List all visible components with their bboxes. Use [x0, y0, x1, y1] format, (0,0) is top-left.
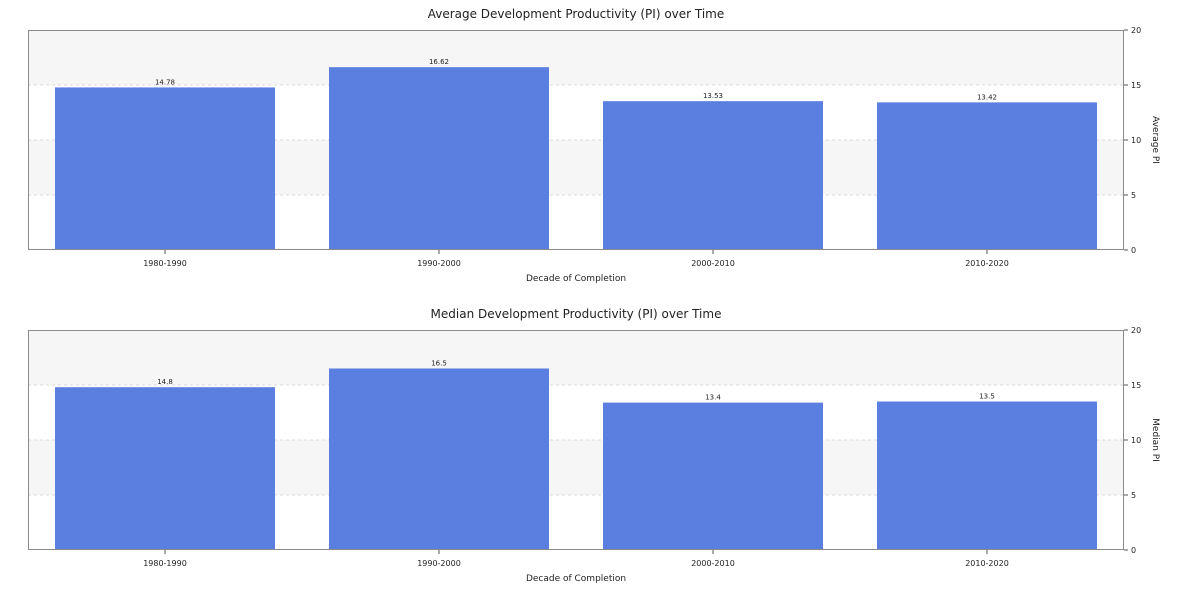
bar-1990-2000 [329, 368, 549, 550]
data-label: 16.62 [429, 58, 449, 66]
average-pi-chart-svg: 14.78 1980-1990 16.62 1990-2000 13.53 2000-20… [28, 7, 1160, 284]
y-tick-label: 5 [1131, 191, 1136, 200]
x-tick-label: 1980-1990 [143, 259, 187, 268]
bar-1980-1990 [55, 87, 275, 250]
data-label: 13.42 [977, 93, 997, 101]
x-tick-label: 1980-1990 [143, 559, 187, 568]
y-tick-label: 10 [1131, 136, 1141, 145]
x-tick-label: 1990-2000 [417, 559, 461, 568]
data-label: 13.5 [979, 393, 995, 401]
bar-1990-2000 [329, 67, 549, 251]
y-tick-label: 15 [1131, 81, 1141, 90]
x-tick-label: 2000-2010 [691, 559, 735, 568]
data-label: 14.78 [155, 78, 175, 86]
y-tick-label: 15 [1131, 381, 1141, 390]
y-tick-label: 0 [1131, 246, 1136, 255]
bar-2000-2010 [603, 402, 823, 550]
plot-frame [28, 30, 1124, 250]
x-tick-label: 2010-2020 [965, 559, 1009, 568]
median-pi-chart-svg: 14.8 1980-1990 16.5 1990-2000 13.4 2000-2010 1… [28, 307, 1160, 584]
plot-frame [28, 330, 1124, 550]
x-axis-label: Decade of Completion [526, 274, 626, 284]
y-tick-label: 10 [1131, 436, 1141, 445]
grid-band [28, 30, 1124, 85]
data-label: 13.53 [703, 92, 723, 100]
x-axis-label: Decade of Completion [526, 574, 626, 584]
chart-title: Average Development Productivity (PI) ov… [428, 7, 725, 21]
y-axis-label: Median PI [1150, 418, 1160, 462]
y-tick-label: 20 [1131, 326, 1141, 335]
grid-band [28, 330, 1124, 385]
y-tick-label: 20 [1131, 26, 1141, 35]
bar-2010-2020 [877, 102, 1097, 250]
y-tick-label: 0 [1131, 546, 1136, 555]
data-label: 16.5 [431, 360, 447, 368]
bar-1980-1990 [55, 387, 275, 550]
data-label: 13.4 [705, 394, 721, 402]
y-axis-label: Average PI [1150, 116, 1160, 164]
bar-2000-2010 [603, 101, 823, 250]
x-tick-label: 2000-2010 [691, 259, 735, 268]
y-tick-label: 5 [1131, 491, 1136, 500]
chart-title: Median Development Productivity (PI) ove… [431, 307, 722, 321]
average-pi-chart: 14.78 1980-1990 16.62 1990-2000 13.53 2000-20… [28, 7, 1160, 284]
bar-2010-2020 [877, 401, 1097, 550]
median-pi-chart: 14.8 1980-1990 16.5 1990-2000 13.4 2000-2010 1… [0, 300, 1200, 600]
data-label: 14.8 [157, 378, 173, 386]
x-tick-label: 2010-2020 [965, 259, 1009, 268]
x-tick-label: 1990-2000 [417, 259, 461, 268]
